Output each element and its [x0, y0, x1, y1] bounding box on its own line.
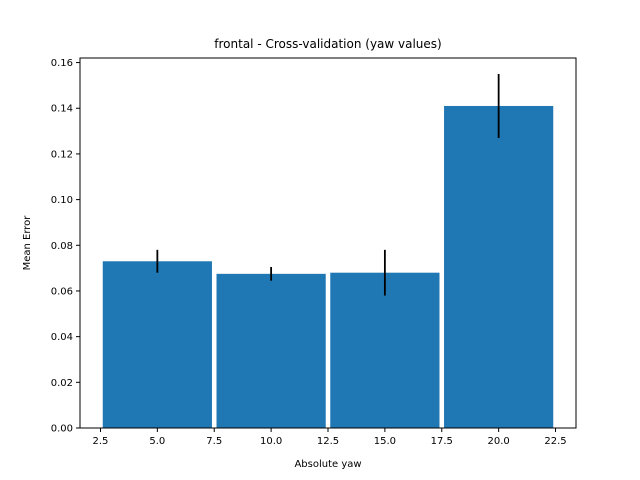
x-tick-label: 7.5: [206, 436, 222, 447]
y-tick-label: 0.12: [51, 149, 73, 160]
x-tick-label: 22.5: [544, 436, 566, 447]
bars-group: [102, 105, 554, 429]
x-tick-label: 15.0: [374, 436, 396, 447]
error-bars-group: [156, 73, 500, 296]
y-tick-label: 0.14: [51, 104, 73, 115]
bar-20: [444, 105, 554, 429]
y-axis-ticks: 0.00 0.02 0.04 0.06 0.08 0.10 0.12 0.14 0.16: [51, 58, 80, 435]
x-tick-label: 20.0: [488, 436, 510, 447]
y-tick-label: 0.16: [51, 58, 73, 69]
y-axis-label: Mean Error: [22, 215, 33, 271]
x-tick-label: 17.5: [431, 436, 453, 447]
bar-15: [330, 272, 440, 428]
x-tick-label: 5.0: [149, 436, 165, 447]
bar-10: [216, 273, 326, 428]
x-tick-label: 2.5: [93, 436, 109, 447]
x-tick-label: 10.0: [260, 436, 282, 447]
x-axis-label: Absolute yaw: [294, 459, 361, 470]
x-axis-ticks: 2.5 5.0 7.5 10.0 12.5 15.0 17.5 20.0 22.5: [93, 428, 567, 447]
y-tick-label: 0.04: [51, 332, 73, 343]
y-tick-label: 0.06: [51, 286, 73, 297]
bar-5: [102, 261, 212, 428]
y-tick-label: 0.00: [51, 424, 73, 435]
y-tick-label: 0.10: [51, 195, 73, 206]
x-tick-label: 12.5: [317, 436, 339, 447]
y-tick-label: 0.08: [51, 241, 73, 252]
y-tick-label: 0.02: [51, 378, 73, 389]
chart-title: frontal - Cross-validation (yaw values): [214, 37, 441, 51]
